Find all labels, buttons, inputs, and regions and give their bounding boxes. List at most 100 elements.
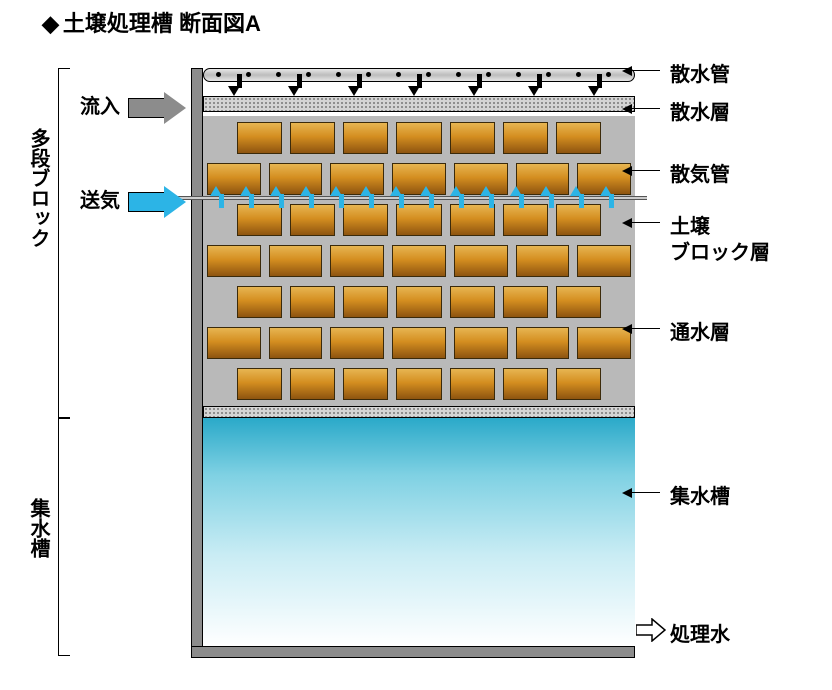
up-arrow-icon	[270, 186, 282, 196]
label-aeration_pipe: 散気管	[670, 158, 730, 187]
soil-brick	[556, 286, 601, 318]
leader-arrow-icon	[632, 108, 660, 109]
soil-brick	[290, 204, 335, 236]
air-in-arrow-icon	[128, 186, 186, 218]
soil-brick	[454, 245, 508, 277]
pipe-hole	[246, 72, 251, 77]
leader-arrow-icon	[632, 492, 660, 493]
up-arrow-icon	[420, 186, 432, 196]
soil-brick	[450, 286, 495, 318]
soil-brick	[556, 204, 601, 236]
label-sprinkle_layer: 散水層	[670, 96, 730, 125]
soil-brick	[392, 245, 446, 277]
leader-arrow-icon	[632, 70, 660, 71]
leader-arrow-icon	[632, 170, 660, 171]
pipe-hole	[516, 72, 521, 77]
soil-brick	[330, 245, 384, 277]
soil-brick	[237, 368, 282, 400]
brick-row	[203, 204, 635, 236]
label-sump: 集水槽	[670, 480, 730, 509]
permeable-layer	[203, 406, 635, 418]
soil-brick	[237, 204, 282, 236]
soil-brick	[450, 204, 495, 236]
soil-brick	[343, 204, 388, 236]
pipe-hole	[366, 72, 371, 77]
leader-arrow-icon	[632, 222, 660, 223]
soil-brick	[454, 327, 508, 359]
brick-row	[203, 245, 635, 277]
down-arrow-icon	[288, 86, 300, 96]
soil-brick	[556, 368, 601, 400]
soil-brick	[450, 122, 495, 154]
pipe-hole	[396, 72, 401, 77]
soil-brick	[396, 122, 441, 154]
soil-brick	[396, 286, 441, 318]
up-arrow-icon	[360, 186, 372, 196]
pipe-hole	[456, 72, 461, 77]
tank-container	[191, 60, 635, 658]
brick-row	[203, 286, 635, 318]
soil-brick	[556, 122, 601, 154]
soil-brick	[237, 122, 282, 154]
bracket-lower	[58, 418, 70, 656]
up-arrow-icon	[450, 186, 462, 196]
pipe-hole	[546, 72, 551, 77]
down-arrow-icon	[528, 86, 540, 96]
down-arrow-icon	[588, 86, 600, 96]
soil-brick	[503, 204, 548, 236]
soil-brick	[207, 245, 261, 277]
soil-brick	[516, 327, 570, 359]
soil-brick	[343, 122, 388, 154]
label-soil_block_l1: 土壌	[670, 210, 710, 239]
pipe-hole	[576, 72, 581, 77]
pipe-hole	[426, 72, 431, 77]
soil-brick	[290, 286, 335, 318]
bracket-lower-label: 集水槽	[24, 498, 53, 558]
tank-wall-bottom	[191, 646, 635, 658]
soil-brick	[392, 327, 446, 359]
pipe-hole	[216, 72, 221, 77]
up-arrow-icon	[390, 186, 402, 196]
label-treated_water: 処理水	[670, 618, 730, 647]
pipe-hole	[306, 72, 311, 77]
up-arrow-icon	[540, 186, 552, 196]
up-arrow-icon	[510, 186, 522, 196]
soil-brick	[269, 327, 323, 359]
down-arrow-icon	[408, 86, 420, 96]
up-arrow-icon	[210, 186, 222, 196]
bracket-upper-label: 多段ブロック	[24, 128, 53, 248]
soil-brick	[343, 286, 388, 318]
soil-brick	[516, 245, 570, 277]
down-arrow-icon	[228, 86, 240, 96]
pipe-hole	[336, 72, 341, 77]
soil-brick	[207, 327, 261, 359]
leader-arrow-icon	[632, 328, 660, 329]
soil-brick	[503, 122, 548, 154]
soil-brick	[450, 368, 495, 400]
down-arrow-icon	[348, 86, 360, 96]
up-arrow-icon	[600, 186, 612, 196]
flow-in-arrow-icon	[128, 92, 186, 124]
spray-layer	[203, 96, 635, 112]
up-arrow-icon	[330, 186, 342, 196]
pipe-hole	[606, 72, 611, 77]
water-sump	[203, 418, 635, 646]
soil-brick	[396, 204, 441, 236]
brick-row	[203, 327, 635, 359]
aeration-pipe	[163, 196, 647, 200]
brick-row	[203, 122, 635, 154]
up-arrow-icon	[480, 186, 492, 196]
flow-in-label: 流入	[80, 90, 120, 119]
bracket-upper	[58, 68, 70, 418]
up-arrow-icon	[300, 186, 312, 196]
label-soil_block_l2: ブロック層	[670, 236, 770, 265]
label-sprinkle_pipe: 散水管	[670, 58, 730, 87]
air-in-label: 送気	[80, 184, 120, 213]
soil-brick	[503, 286, 548, 318]
soil-brick	[343, 368, 388, 400]
label-perm_layer: 通水層	[670, 316, 730, 345]
down-arrow-icon	[468, 86, 480, 96]
up-arrow-icon	[570, 186, 582, 196]
pipe-hole	[486, 72, 491, 77]
soil-brick	[237, 286, 282, 318]
